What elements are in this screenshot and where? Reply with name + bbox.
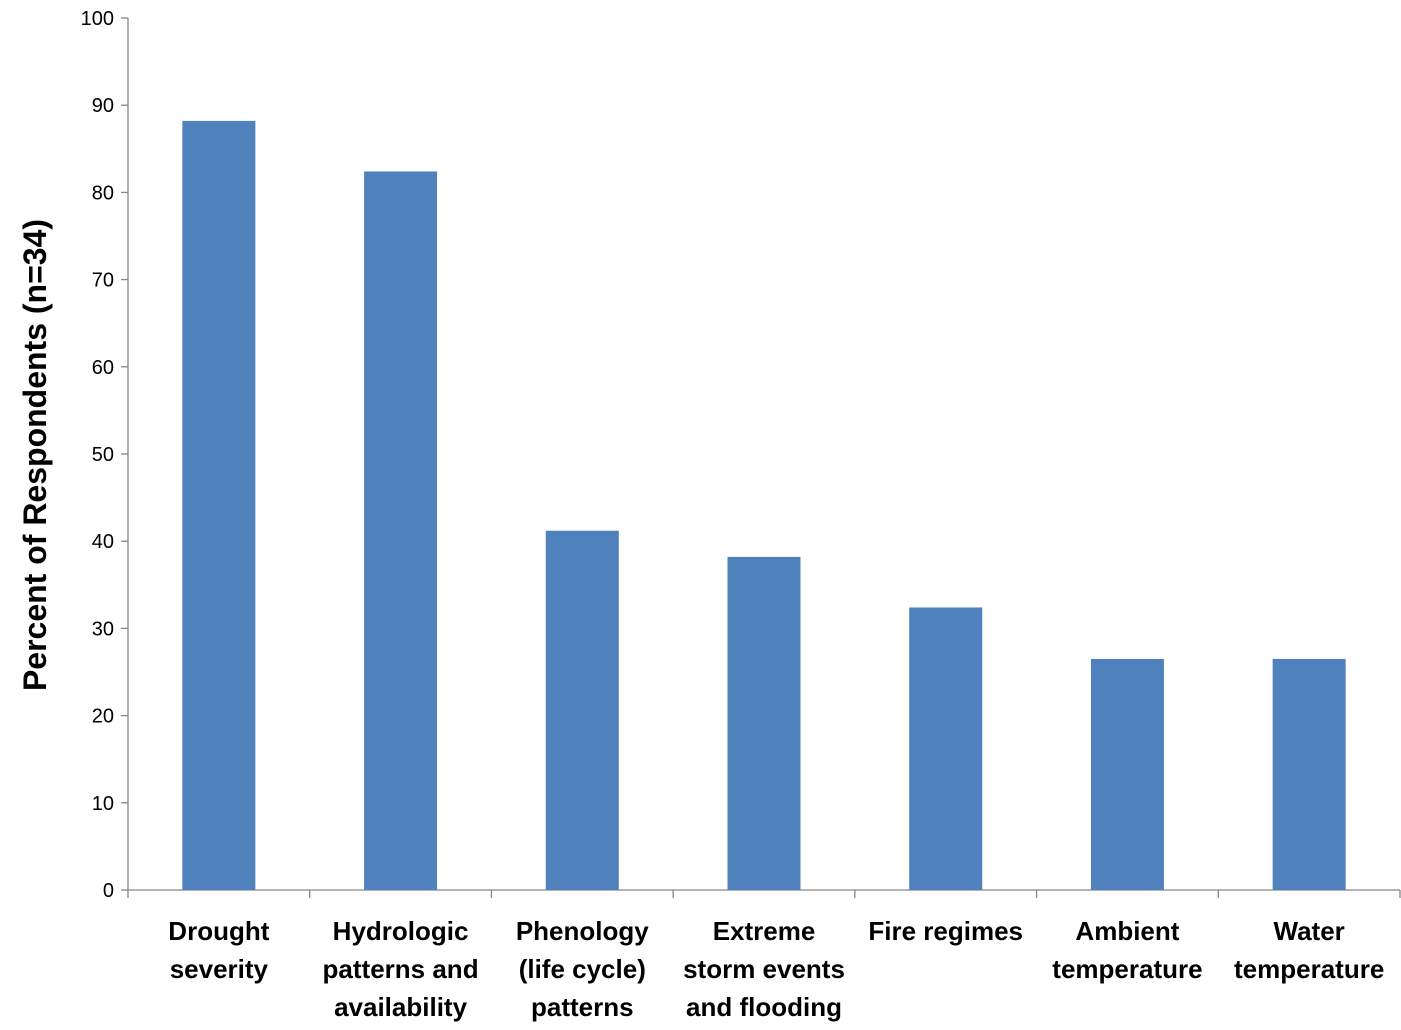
x-category-label: (life cycle) bbox=[519, 954, 646, 984]
bar bbox=[1273, 659, 1346, 890]
x-category-label: Fire regimes bbox=[868, 916, 1023, 946]
y-tick-label: 90 bbox=[92, 95, 114, 117]
y-tick-label: 0 bbox=[103, 880, 114, 902]
x-category-label: patterns bbox=[531, 992, 634, 1022]
x-category-label: Drought bbox=[168, 916, 269, 946]
y-axis: 0 10 20 30 40 50 60 70 80 90 100 bbox=[81, 8, 128, 902]
y-tick-label: 80 bbox=[92, 182, 114, 204]
bar bbox=[182, 121, 255, 890]
x-category-label: storm events bbox=[683, 954, 845, 984]
x-category-label: Water bbox=[1274, 916, 1345, 946]
x-category-label: Extreme bbox=[713, 916, 816, 946]
y-tick-label: 100 bbox=[81, 8, 114, 30]
y-tick-label: 60 bbox=[92, 357, 114, 379]
bar bbox=[546, 531, 619, 890]
bar bbox=[728, 557, 801, 890]
y-tick-label: 40 bbox=[92, 531, 114, 553]
bar bbox=[364, 171, 437, 890]
y-axis-title: Percent of Respondents (n=34) bbox=[17, 219, 53, 691]
x-axis bbox=[128, 890, 1400, 898]
x-category-label: Phenology bbox=[516, 916, 649, 946]
category-labels: Drought severity Hydrologic patterns and ava… bbox=[168, 916, 1384, 1022]
x-category-label: Hydrologic bbox=[333, 916, 469, 946]
y-tick-label: 30 bbox=[92, 618, 114, 640]
y-tick-label: 70 bbox=[92, 270, 114, 292]
y-tick-label: 10 bbox=[92, 793, 114, 815]
x-category-label: Ambient bbox=[1075, 916, 1179, 946]
y-tick-label: 50 bbox=[92, 444, 114, 466]
y-tick-label: 20 bbox=[92, 706, 114, 728]
x-category-label: patterns and bbox=[323, 954, 479, 984]
x-category-label: and flooding bbox=[686, 992, 842, 1022]
x-category-label: availability bbox=[334, 992, 467, 1022]
bar bbox=[1091, 659, 1164, 890]
x-category-label: severity bbox=[170, 954, 269, 984]
x-category-label: temperature bbox=[1234, 954, 1384, 984]
bars bbox=[182, 121, 1345, 890]
x-category-label: temperature bbox=[1052, 954, 1202, 984]
bar bbox=[909, 607, 982, 890]
